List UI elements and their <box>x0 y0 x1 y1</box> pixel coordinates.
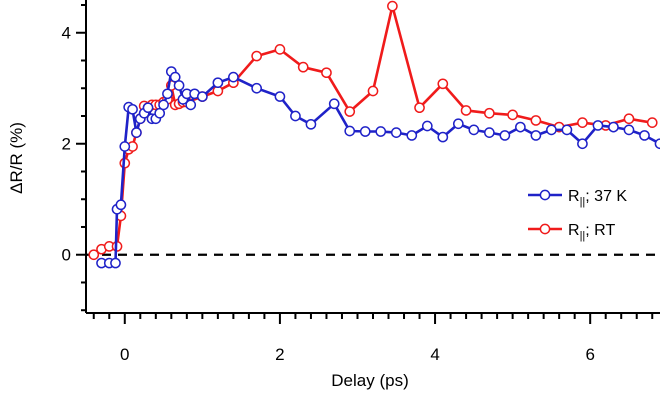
y-tick-label: 2 <box>62 135 71 154</box>
data-point <box>119 141 131 152</box>
data-point <box>290 110 301 122</box>
data-point <box>499 130 511 141</box>
data-point <box>375 126 387 137</box>
data-point <box>297 61 309 73</box>
series-37k <box>96 66 660 269</box>
data-point <box>515 121 526 133</box>
data-point <box>577 117 588 129</box>
data-point <box>452 118 464 130</box>
data-point <box>577 138 588 150</box>
data-point <box>608 121 619 133</box>
data-point <box>623 124 635 136</box>
data-point <box>484 107 495 119</box>
legend-item: R||; 37 K <box>528 188 627 208</box>
data-point <box>546 124 557 136</box>
data-point <box>131 127 142 138</box>
data-point <box>654 138 660 150</box>
data-point <box>321 67 332 79</box>
data-point <box>646 117 658 129</box>
x-tick-label: 6 <box>585 345 594 364</box>
data-point <box>507 109 518 121</box>
data-point <box>359 126 371 137</box>
data-point <box>154 107 166 119</box>
legend-swatch-marker <box>539 189 551 201</box>
data-point <box>530 130 542 141</box>
data-point <box>484 127 495 138</box>
data-point <box>530 115 542 126</box>
data-point <box>592 120 604 131</box>
data-point <box>468 124 480 136</box>
data-point <box>437 131 449 143</box>
data-point <box>169 71 181 83</box>
data-point <box>228 71 239 83</box>
plot-area <box>86 0 660 269</box>
legend-label: R||; 37 K <box>568 188 627 208</box>
legend-label: R||; RT <box>568 222 615 242</box>
data-point <box>115 199 127 211</box>
data-point <box>158 99 169 111</box>
x-tick-label: 4 <box>430 345 439 364</box>
data-point <box>414 102 425 114</box>
data-point <box>127 103 138 115</box>
legend: R||; 37 K R||; RT <box>528 188 627 242</box>
data-point <box>437 78 449 90</box>
data-point <box>185 99 197 111</box>
data-point <box>274 44 286 55</box>
data-point <box>274 91 286 102</box>
data-point <box>251 82 262 94</box>
data-point <box>561 124 573 136</box>
data-point <box>173 80 185 91</box>
data-point <box>639 130 650 141</box>
data-point <box>623 113 635 125</box>
x-tick-label: 2 <box>275 345 284 364</box>
y-tick-label: 0 <box>62 246 71 265</box>
data-point <box>197 91 208 102</box>
data-point <box>344 106 356 117</box>
data-point <box>305 118 317 130</box>
y-axis-label: ΔR/R (%) <box>7 122 26 194</box>
data-point <box>387 0 398 12</box>
axes: 0 2 4 0 2 4 6 <box>62 0 660 364</box>
legend-item: R||; RT <box>528 222 615 242</box>
data-point <box>367 85 379 97</box>
data-point <box>406 130 418 141</box>
data-point <box>344 125 356 137</box>
data-point <box>328 98 340 110</box>
x-axis-label: Delay (ps) <box>331 371 408 390</box>
x-tick-label: 0 <box>120 345 129 364</box>
data-point <box>251 50 262 62</box>
data-point <box>390 127 402 138</box>
data-point <box>421 120 433 132</box>
y-tick-label: 4 <box>62 24 71 43</box>
data-point <box>110 257 121 269</box>
data-point <box>142 102 154 114</box>
data-point <box>162 88 173 100</box>
data-point <box>212 77 224 89</box>
legend-swatch-marker <box>539 223 551 235</box>
data-point <box>460 105 472 116</box>
data-point <box>88 249 100 261</box>
